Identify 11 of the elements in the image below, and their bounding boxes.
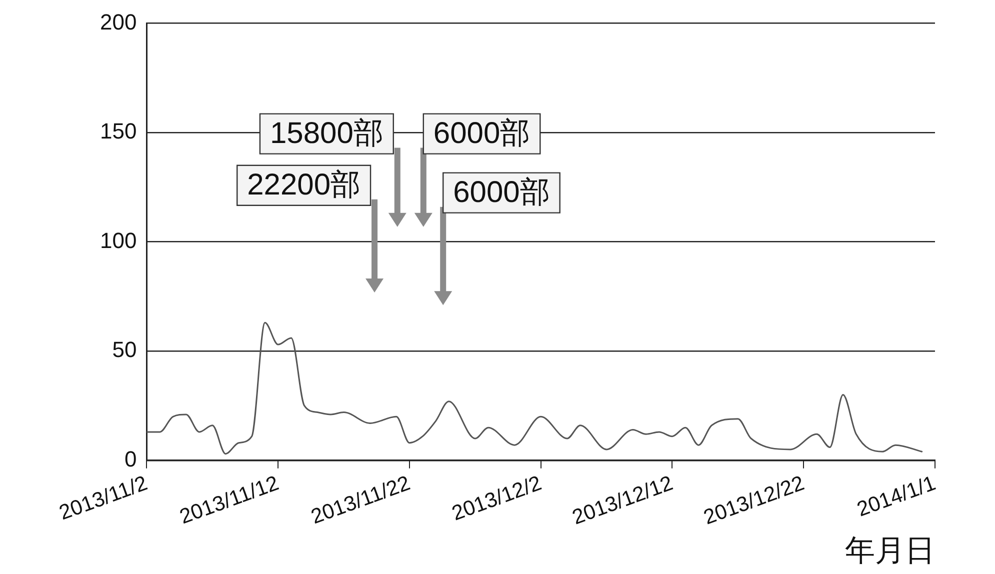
line-series [146, 322, 923, 455]
y-tick-label: 100 [100, 228, 137, 253]
y-tick-label: 0 [124, 446, 137, 472]
y-tick-label: 150 [100, 118, 137, 144]
annotation: 6000部 [433, 117, 530, 150]
annotation: 15800部 [270, 117, 384, 150]
y-tick-label: 200 [100, 9, 137, 34]
annotation: 6000部 [453, 176, 550, 210]
y-tick-label: 50 [112, 337, 137, 362]
x-axis-title: 年月日 [845, 534, 935, 568]
annotation: 22200部 [247, 168, 361, 202]
